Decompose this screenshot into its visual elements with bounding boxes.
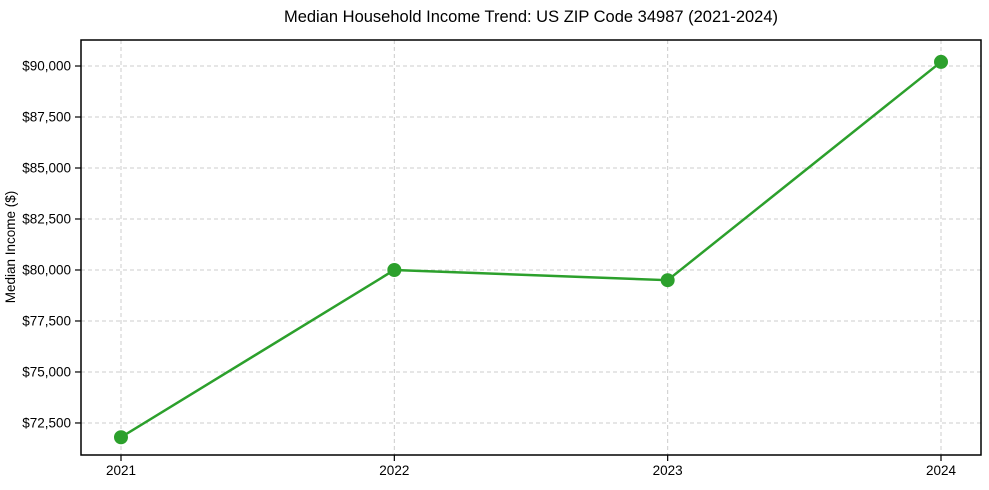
y-tick-label: $82,500 — [22, 211, 71, 226]
y-tick-label: $87,500 — [22, 110, 71, 125]
chart-title: Median Household Income Trend: US ZIP Co… — [284, 8, 778, 26]
trend-line — [119, 60, 943, 439]
x-tick-label: 2024 — [926, 463, 957, 478]
gridlines — [81, 40, 981, 455]
x-tick-label: 2023 — [653, 463, 683, 478]
data-point-marker — [660, 273, 675, 288]
data-series — [114, 54, 948, 445]
y-axis-label: Median Income ($) — [3, 191, 18, 304]
axes: $72,500 $75,000 $77,500 $80,000 $82,500 $85,0… — [22, 39, 982, 478]
y-tick-label: $77,500 — [22, 313, 71, 328]
data-point-marker — [387, 262, 402, 277]
y-tick-label: $80,000 — [22, 262, 71, 277]
data-point-marker — [934, 54, 948, 69]
plot-border — [80, 39, 982, 456]
data-point-marker — [114, 430, 128, 445]
y-tick-label: $75,000 — [22, 364, 71, 379]
y-tick-label: $90,000 — [22, 59, 71, 74]
y-tick-label: $85,000 — [22, 160, 71, 175]
x-tick-label: 2021 — [106, 463, 136, 478]
x-tick-label: 2022 — [379, 463, 409, 478]
y-tick-label: $72,500 — [22, 415, 71, 430]
